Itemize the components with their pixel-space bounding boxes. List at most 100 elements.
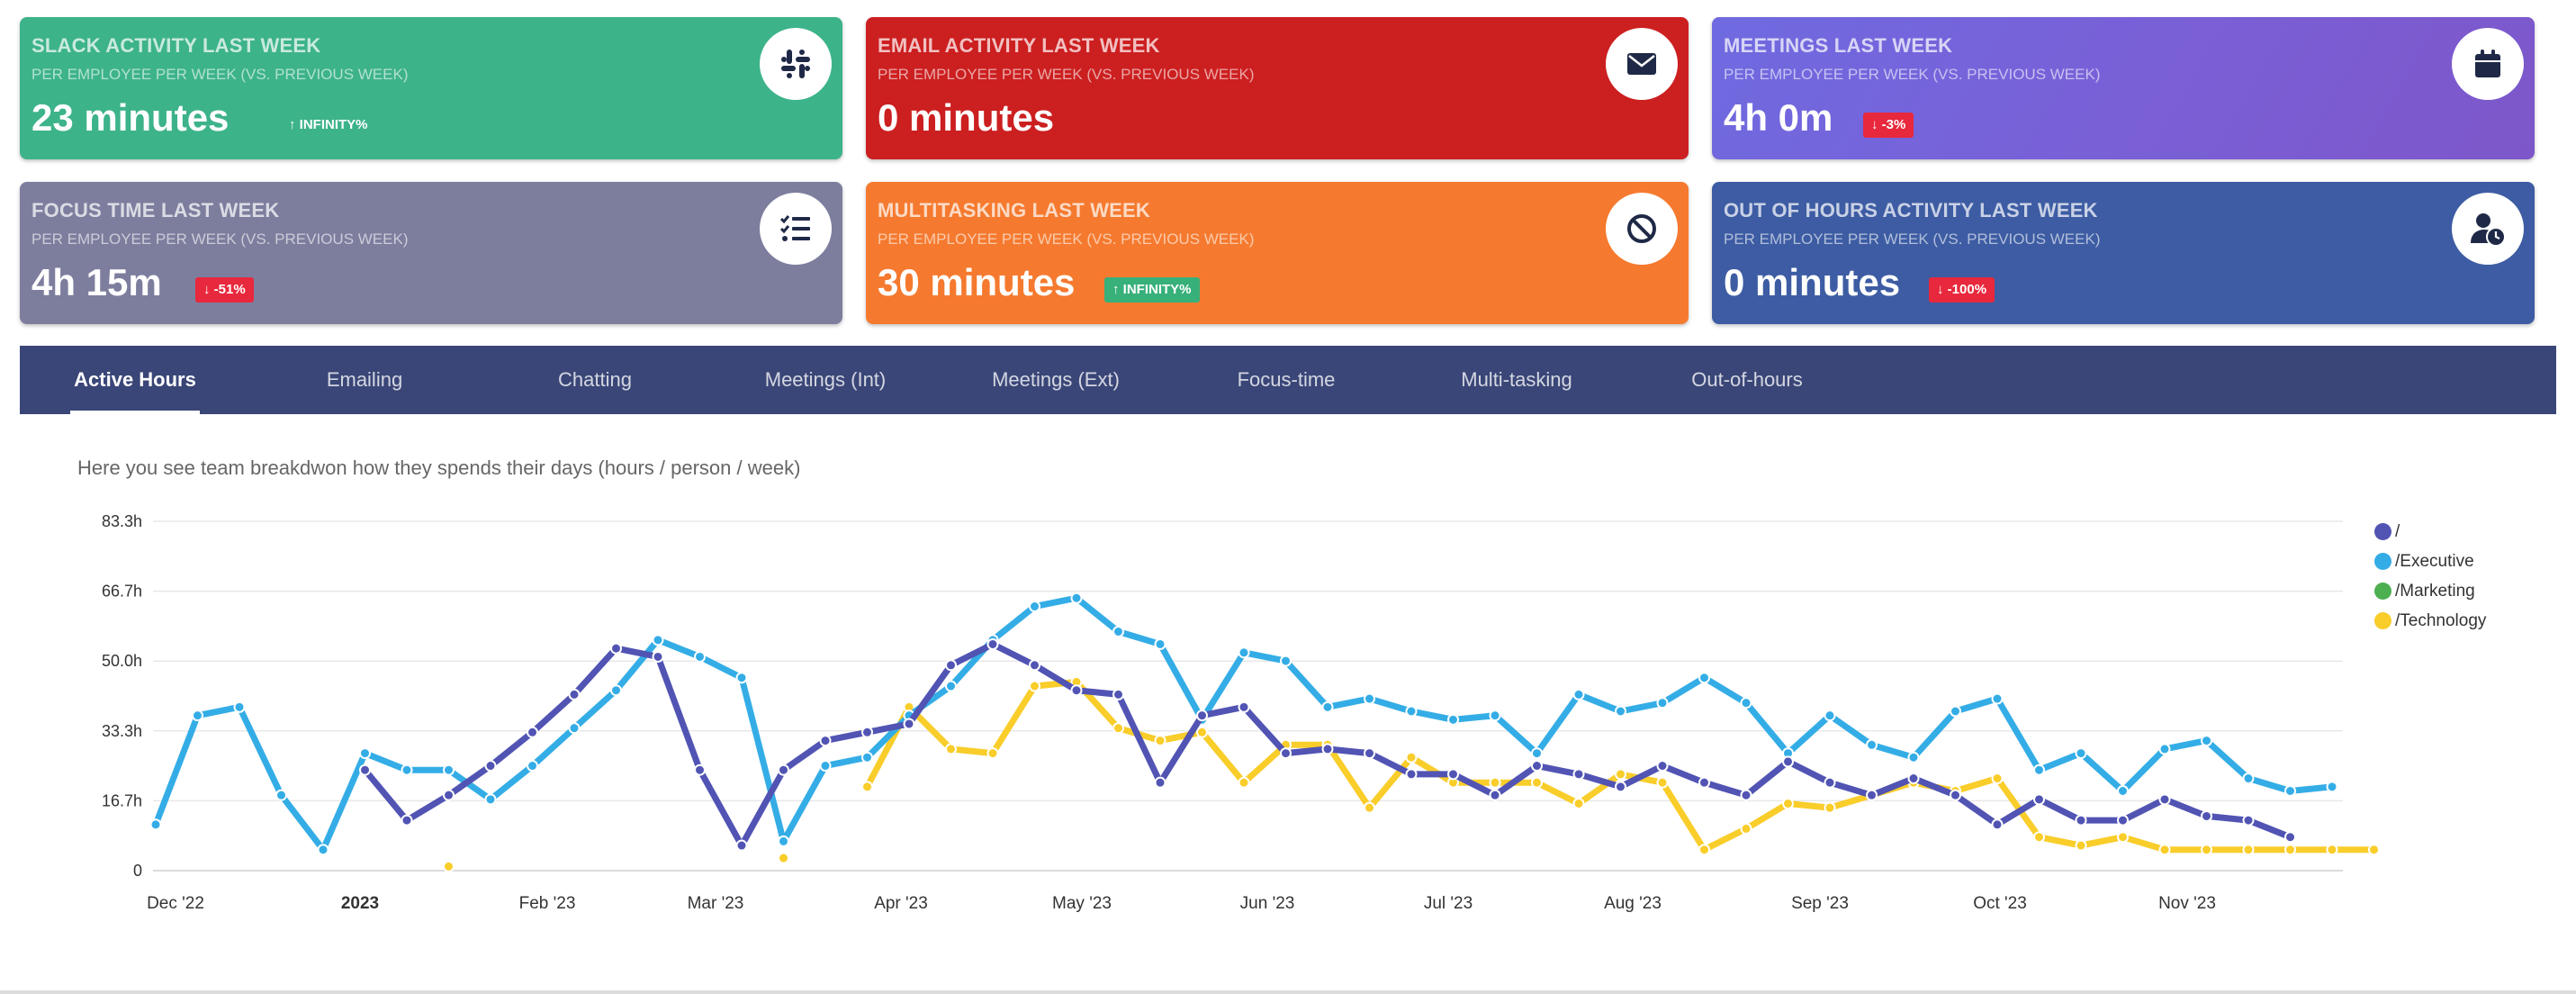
data-point[interactable] (2033, 764, 2045, 776)
data-point[interactable] (861, 751, 873, 764)
data-point[interactable] (1572, 797, 1585, 809)
data-point[interactable] (2075, 747, 2087, 760)
data-point[interactable] (2242, 773, 2255, 785)
data-point[interactable] (1364, 747, 1375, 760)
data-point[interactable] (1447, 768, 1459, 781)
data-point[interactable] (1950, 705, 1961, 718)
data-point[interactable] (945, 659, 957, 672)
data-point[interactable] (1154, 776, 1166, 789)
data-point[interactable] (2033, 831, 2045, 844)
data-point[interactable] (359, 764, 371, 776)
data-point[interactable] (1112, 626, 1124, 638)
data-point[interactable] (1866, 738, 1878, 751)
data-point[interactable] (2326, 844, 2338, 856)
tab-focus-time[interactable]: Focus-time (1237, 368, 1336, 391)
data-point[interactable] (1615, 781, 1626, 793)
data-point[interactable] (1698, 672, 1710, 684)
data-point[interactable] (2242, 844, 2255, 856)
data-point[interactable] (401, 814, 413, 827)
data-point[interactable] (1991, 773, 2004, 785)
tab-emailing[interactable]: Emailing (326, 368, 403, 391)
data-point[interactable] (1405, 768, 1418, 781)
data-point[interactable] (1489, 709, 1501, 722)
data-point[interactable] (694, 650, 706, 663)
tab-active-hours[interactable]: Active Hours (36, 346, 234, 414)
data-point[interactable] (149, 818, 162, 831)
data-point[interactable] (568, 688, 581, 700)
data-point[interactable] (1070, 684, 1083, 697)
data-point[interactable] (2075, 814, 2087, 827)
data-point[interactable] (1615, 705, 1626, 718)
data-point[interactable] (1029, 680, 1040, 692)
data-point[interactable] (1656, 697, 1669, 709)
data-point[interactable] (2117, 831, 2129, 844)
data-point[interactable] (986, 747, 999, 760)
data-point[interactable] (1907, 773, 1920, 785)
data-point[interactable] (819, 735, 832, 747)
data-point[interactable] (2326, 781, 2338, 793)
data-point[interactable] (652, 634, 664, 646)
data-point[interactable] (2201, 809, 2212, 822)
data-point[interactable] (1531, 747, 1543, 760)
data-point[interactable] (1740, 789, 1752, 801)
data-point[interactable] (819, 760, 832, 773)
data-point[interactable] (2242, 814, 2255, 827)
data-point[interactable] (778, 835, 789, 847)
data-point[interactable] (735, 672, 748, 684)
data-point[interactable] (317, 844, 329, 856)
data-point[interactable] (1405, 751, 1418, 764)
data-point[interactable] (2284, 844, 2296, 856)
data-point[interactable] (652, 650, 664, 663)
data-point[interactable] (1029, 601, 1040, 613)
data-point[interactable] (1321, 700, 1334, 713)
data-point[interactable] (735, 839, 748, 852)
data-point[interactable] (2368, 844, 2380, 856)
data-point[interactable] (1238, 646, 1250, 659)
data-point[interactable] (568, 722, 581, 735)
data-point[interactable] (1782, 755, 1794, 768)
data-point[interactable] (1991, 692, 2004, 705)
data-point[interactable] (1154, 735, 1166, 747)
data-point[interactable] (1531, 760, 1543, 773)
data-point[interactable] (1447, 713, 1459, 726)
data-point[interactable] (443, 860, 455, 872)
data-point[interactable] (1280, 747, 1292, 760)
data-point[interactable] (359, 747, 371, 760)
data-point[interactable] (2201, 735, 2212, 747)
data-point[interactable] (484, 793, 497, 806)
legend-item[interactable]: /Executive (2374, 547, 2486, 576)
data-point[interactable] (986, 637, 999, 650)
data-point[interactable] (1824, 776, 1836, 789)
data-point[interactable] (945, 743, 957, 755)
data-point[interactable] (610, 684, 622, 697)
data-point[interactable] (2284, 831, 2296, 844)
data-point[interactable] (233, 700, 246, 713)
data-point[interactable] (1196, 726, 1208, 738)
data-point[interactable] (2117, 785, 2129, 798)
data-point[interactable] (694, 764, 706, 776)
data-point[interactable] (443, 764, 455, 776)
data-point[interactable] (1991, 818, 2004, 831)
data-point[interactable] (401, 764, 413, 776)
data-point[interactable] (1656, 776, 1669, 789)
data-point[interactable] (1238, 700, 1250, 713)
data-point[interactable] (1531, 776, 1543, 789)
data-point[interactable] (945, 680, 957, 692)
data-point[interactable] (2158, 844, 2171, 856)
tab-chatting[interactable]: Chatting (558, 368, 632, 391)
data-point[interactable] (2033, 793, 2045, 806)
data-point[interactable] (1070, 592, 1083, 604)
data-point[interactable] (443, 789, 455, 801)
data-point[interactable] (1656, 760, 1669, 773)
data-point[interactable] (192, 709, 203, 722)
data-point[interactable] (610, 642, 622, 655)
data-point[interactable] (484, 760, 497, 773)
data-point[interactable] (1364, 692, 1375, 705)
data-point[interactable] (2158, 793, 2171, 806)
data-point[interactable] (1740, 822, 1752, 835)
data-point[interactable] (1112, 688, 1124, 700)
data-point[interactable] (1950, 789, 1961, 801)
data-point[interactable] (1740, 697, 1752, 709)
data-point[interactable] (778, 764, 789, 776)
tab-out-of-hours[interactable]: Out-of-hours (1691, 368, 1803, 391)
